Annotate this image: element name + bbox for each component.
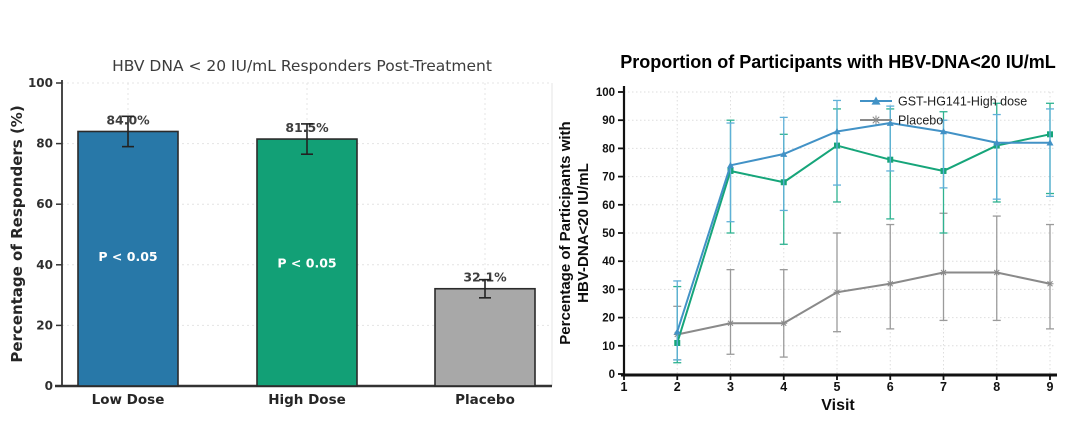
data-point-marker-triangle	[673, 328, 681, 335]
legend-label-placebo: Placebo	[898, 114, 943, 128]
y-tick-label: 20	[602, 313, 615, 325]
y-tick-label: 10	[602, 341, 615, 353]
y-tick-label: 80	[36, 137, 53, 151]
x-tick-label: 9	[1047, 380, 1054, 394]
x-category-label: Placebo	[455, 392, 515, 408]
bar-placebo	[434, 287, 536, 387]
data-point-marker-triangle	[833, 127, 841, 135]
series-line	[676, 133, 1051, 344]
significance-label: P < 0.05	[277, 255, 336, 270]
data-point-marker-triangle	[727, 161, 734, 169]
y-tick-label: 80	[602, 143, 615, 155]
series-line	[676, 122, 1050, 333]
line-chart-x-axis-label: Visit	[821, 397, 855, 414]
bar-chart-y-axis-label: Percentage of Responders (%)	[8, 105, 26, 362]
y-tick-label: 40	[602, 256, 615, 268]
y-tick-label: 60	[602, 200, 615, 212]
legend-label-high-dose: GST-HG141-High dose	[898, 95, 1027, 109]
y-tick-label: 100	[596, 87, 615, 99]
bar-high-dose	[256, 138, 358, 387]
series-gst-hg141-high-dose	[673, 99, 1054, 361]
y-tick-label: 60	[36, 197, 53, 211]
x-category-label: High Dose	[268, 392, 346, 408]
series-line	[677, 271, 1051, 336]
data-point-marker-star	[833, 288, 841, 296]
x-tick-label: 3	[727, 380, 734, 394]
line-chart-y-axis-label-line2: HBV-DNA<20 IU/mL	[575, 163, 592, 303]
line-chart-title: Proportion of Participants with HBV-DNA<…	[620, 52, 1056, 72]
bar-low-dose	[77, 130, 179, 387]
data-point-marker-star	[727, 319, 734, 327]
y-tick-label: 0	[609, 369, 615, 381]
significance-label: P < 0.05	[98, 249, 157, 264]
x-tick-label: 2	[674, 380, 681, 394]
line-chart: 0 10 20 30 40 50 60 70 80 90 100 1 2 3 4 5 6 7 8 9 Proporti…	[557, 52, 1057, 414]
series-placebo	[673, 212, 1054, 361]
line-plot-area: 0 10 20 30 40 50 60 70 80 90 100 1 2 3 4 5 6 7 8 9	[596, 86, 1057, 394]
x-tick-label: 6	[887, 380, 894, 394]
x-tick-label: 8	[993, 380, 1000, 394]
line-chart-y-axis-label-line1: Percentage of Participants with	[557, 121, 574, 344]
data-point-marker-triangle	[1046, 139, 1054, 146]
data-point-marker-triangle	[940, 127, 947, 135]
legend: GST-HG141-High dose Placebo	[860, 95, 1027, 128]
y-tick-label: 50	[602, 228, 615, 240]
data-point-marker-star	[1046, 280, 1054, 288]
x-category-label: Low Dose	[92, 392, 165, 408]
data-point-marker-triangle	[871, 96, 881, 105]
data-point-marker-star	[993, 268, 1001, 276]
x-tick-label: 7	[940, 380, 947, 394]
y-tick-label: 100	[28, 76, 53, 90]
data-point-marker-star	[871, 115, 881, 125]
y-tick-label: 0	[45, 379, 53, 393]
data-point-marker-triangle	[780, 150, 788, 157]
y-tick-label: 90	[602, 115, 615, 127]
y-tick-label: 40	[36, 258, 53, 272]
x-tick-label: 4	[780, 380, 787, 394]
bar-value-label: 32.1%	[463, 270, 507, 285]
data-point-marker-triangle	[993, 139, 1001, 146]
y-tick-label: 20	[36, 318, 53, 332]
data-point-marker-triangle	[886, 119, 894, 126]
data-point-marker-star	[940, 268, 947, 276]
y-tick-label: 30	[602, 284, 615, 296]
x-tick-label: 5	[834, 380, 841, 394]
legend-samples	[860, 96, 892, 125]
x-tick-label: 1	[621, 380, 628, 394]
bar-chart-title: HBV DNA < 20 IU/mL Responders Post-Treat…	[112, 57, 492, 75]
data-point-marker-star	[886, 280, 894, 288]
data-point-marker-star	[780, 319, 788, 327]
y-tick-label: 70	[602, 172, 615, 184]
